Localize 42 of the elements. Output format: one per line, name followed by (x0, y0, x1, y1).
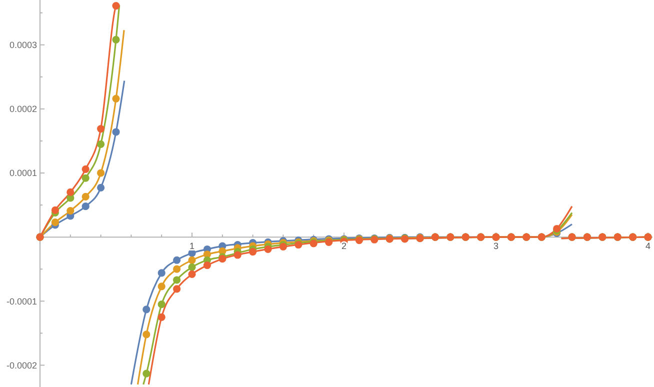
x-tick-label: 1 (189, 241, 195, 252)
point (82, 202, 90, 210)
x-tick-label: 4 (645, 241, 651, 252)
point (203, 261, 211, 270)
point (158, 269, 166, 277)
point (188, 263, 196, 271)
point (112, 36, 120, 44)
point (173, 256, 181, 264)
point (264, 245, 272, 254)
point (158, 300, 166, 308)
point (97, 169, 105, 177)
point (66, 188, 74, 196)
y-tick-label: 0.0003 (9, 40, 37, 50)
point (142, 370, 150, 378)
point (66, 207, 74, 215)
point (51, 218, 59, 226)
point (97, 124, 105, 133)
point (97, 140, 105, 148)
point (82, 174, 90, 182)
point (82, 165, 90, 173)
point (234, 251, 242, 259)
point (142, 330, 150, 338)
point (112, 94, 120, 102)
point (188, 256, 196, 264)
point (158, 282, 166, 290)
point (188, 270, 196, 278)
point (51, 206, 59, 214)
y-tick-label: -0.0002 (6, 360, 37, 370)
y-tick-label: 0.0002 (9, 104, 37, 114)
point (142, 306, 150, 314)
point (97, 184, 105, 192)
point (173, 265, 181, 273)
y-tick-label: -0.0001 (6, 296, 37, 306)
point (173, 285, 181, 293)
point (158, 313, 166, 321)
point (173, 276, 181, 284)
x-tick-label: 3 (493, 241, 499, 252)
y-tick-label: 0.0001 (9, 168, 37, 178)
point (112, 2, 120, 10)
point (82, 192, 90, 201)
point (112, 128, 120, 136)
point (249, 248, 257, 256)
